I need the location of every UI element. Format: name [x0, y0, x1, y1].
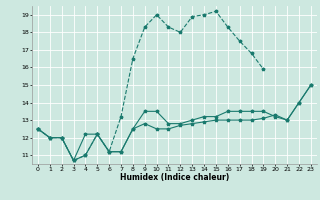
X-axis label: Humidex (Indice chaleur): Humidex (Indice chaleur) [120, 173, 229, 182]
